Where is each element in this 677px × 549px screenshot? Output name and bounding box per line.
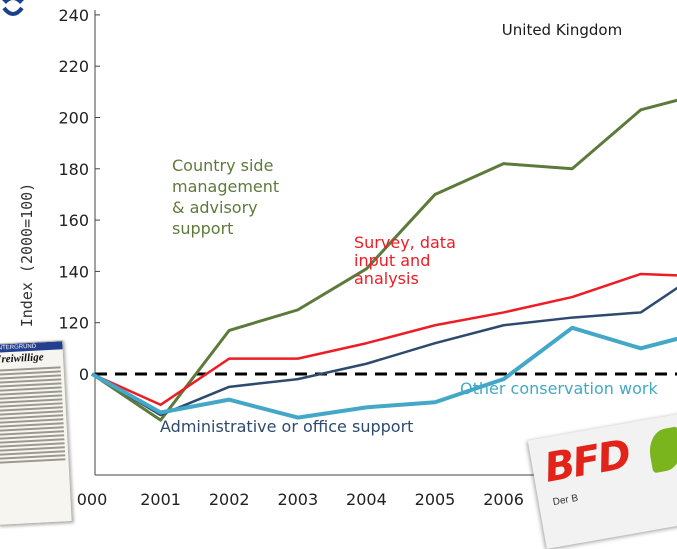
series-label-line: analysis <box>354 269 419 288</box>
y-tick-label: 0 <box>79 365 89 384</box>
x-tick-label: 2004 <box>346 490 387 509</box>
y-tick-label: 240 <box>58 6 89 25</box>
x-tick-label: 2003 <box>277 490 318 509</box>
series-lines <box>91 98 677 422</box>
y-axis-label: Index (2000=100) <box>18 183 36 328</box>
y-tick-label: 140 <box>58 262 89 281</box>
series-label-line: Survey, data <box>354 233 456 252</box>
newspaper-body-lines <box>0 363 69 467</box>
survey-data-line <box>91 272 677 407</box>
survey-data-label: Survey, data input and analysis <box>354 233 456 288</box>
series-label-line: Country side <box>172 156 273 175</box>
other-conservation-label: Other conservation work <box>460 379 658 398</box>
x-tick-label: 2006 <box>483 490 524 509</box>
series-label-line: & advisory <box>172 198 258 217</box>
x-tick-label: 000 <box>77 490 108 509</box>
chart-title: United Kingdom <box>502 21 622 39</box>
series-labels: Country side management & advisory support S… <box>160 156 658 436</box>
series-label-line: Other conservation work <box>460 379 658 398</box>
series-label-line: input and <box>354 251 430 270</box>
countryside-management-line <box>91 98 677 422</box>
series-label-line: management <box>172 177 279 196</box>
line-chart: 0 120 140 160 180 200 220 240 000 2001 2002 2003 20… <box>18 6 677 509</box>
administrative-support-label: Administrative or office support <box>160 417 413 436</box>
series-label-line: Administrative or office support <box>160 417 413 436</box>
y-tick-label: 160 <box>58 211 89 230</box>
countryside-management-label: Country side management & advisory support <box>172 156 279 238</box>
corner-logo-fragment-icon <box>2 0 24 16</box>
bfd-logo-subtext: Der B <box>551 492 580 509</box>
x-tick-label: 2005 <box>415 490 456 509</box>
bfd-logo-text: BFD <box>540 431 633 492</box>
y-tick-label: 200 <box>58 109 89 128</box>
x-tick-label: 2002 <box>209 490 250 509</box>
y-tick-label: 180 <box>58 160 89 179</box>
x-tick-label: 2001 <box>140 490 181 509</box>
y-tick-label: 120 <box>58 314 89 333</box>
y-ticks: 0 120 140 160 180 200 220 240 <box>58 6 100 384</box>
leaf-icon <box>646 426 677 474</box>
other-conservation-line <box>91 325 677 420</box>
y-tick-label: 220 <box>58 57 89 76</box>
newspaper-clipping-image: UNTERGRUND Freiwillige <box>0 340 73 526</box>
administrative-support-line <box>91 286 677 417</box>
series-label-line: support <box>172 219 233 238</box>
